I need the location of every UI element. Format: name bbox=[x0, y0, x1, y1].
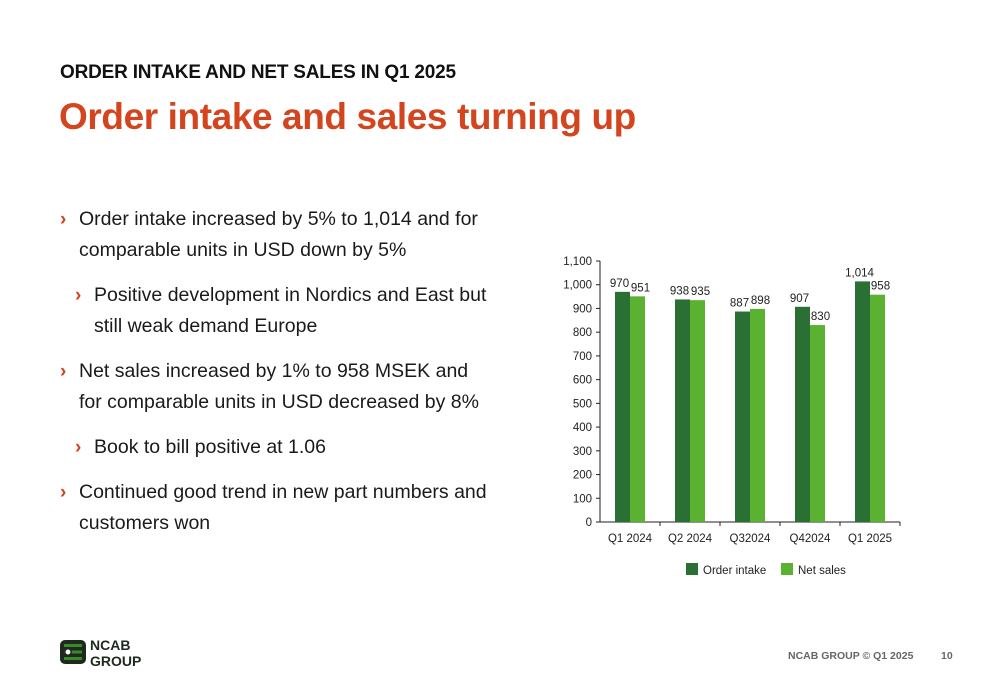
chevron-right-icon: › bbox=[60, 209, 67, 230]
bullet-text: Continued good trend in new part numbers… bbox=[79, 481, 487, 534]
y-tick-label: 1,100 bbox=[563, 256, 592, 268]
page-number: 10 bbox=[941, 650, 953, 662]
data-label: 958 bbox=[871, 281, 890, 293]
y-tick-label: 800 bbox=[573, 327, 592, 339]
data-label: 887 bbox=[730, 298, 749, 310]
x-tick-label: Q1 2025 bbox=[848, 533, 892, 545]
bar-net-sales bbox=[870, 294, 885, 522]
data-label: 907 bbox=[790, 293, 809, 305]
x-tick-label: Q32024 bbox=[730, 533, 772, 545]
bar-net-sales bbox=[750, 308, 765, 522]
chevron-right-icon: › bbox=[75, 437, 82, 458]
data-label: 898 bbox=[751, 295, 770, 307]
y-tick-label: 500 bbox=[573, 398, 592, 410]
bar-order-intake bbox=[795, 306, 810, 522]
y-tick-label: 200 bbox=[573, 470, 592, 482]
x-tick-label: Q42024 bbox=[790, 533, 832, 545]
bar-net-sales bbox=[810, 325, 825, 522]
chart-svg: 0 100 200 300 400 500 600 700 800 900 1,000 1,100 97… bbox=[563, 256, 901, 577]
bullet-text: Net sales increased by 1% to 958 MSEK an… bbox=[79, 360, 479, 413]
slide-title: Order intake and sales turning up bbox=[59, 96, 636, 137]
x-tick-label: Q1 2024 bbox=[608, 533, 653, 545]
y-tick-label: 700 bbox=[573, 351, 592, 363]
data-label: 830 bbox=[811, 311, 830, 323]
bar-order-intake bbox=[735, 311, 750, 522]
chevron-right-icon: › bbox=[75, 285, 82, 306]
y-tick-label: 900 bbox=[573, 303, 592, 315]
y-tick-label: 600 bbox=[573, 375, 592, 387]
y-tick-label: 100 bbox=[573, 493, 592, 505]
bullet-list: › Order intake increased by 5% to 1,014 … bbox=[60, 204, 490, 553]
chevron-right-icon: › bbox=[60, 482, 67, 503]
bullet-item: › Continued good trend in new part numbe… bbox=[60, 477, 490, 539]
bullet-item: › Net sales increased by 1% to 958 MSEK … bbox=[60, 356, 490, 418]
bar-net-sales bbox=[690, 300, 705, 522]
legend-label: Order intake bbox=[703, 565, 766, 577]
x-tick-label: Q2 2024 bbox=[668, 533, 713, 545]
y-tick-label: 400 bbox=[573, 422, 592, 434]
y-tick-label: 0 bbox=[586, 517, 592, 529]
bullet-item: › Order intake increased by 5% to 1,014 … bbox=[60, 204, 490, 266]
y-tick-label: 300 bbox=[573, 446, 592, 458]
data-label: 1,014 bbox=[845, 267, 874, 279]
bar-order-intake bbox=[675, 299, 690, 522]
bullet-text: Book to bill positive at 1.06 bbox=[94, 436, 326, 458]
y-tick-label: 1,000 bbox=[563, 280, 592, 292]
legend-swatch bbox=[781, 563, 793, 575]
data-label: 935 bbox=[691, 286, 710, 298]
data-label: 970 bbox=[610, 278, 629, 290]
bar-order-intake bbox=[615, 291, 630, 522]
logo-text-line1: NCAB bbox=[90, 637, 130, 653]
sub-bullet-item: › Book to bill positive at 1.06 bbox=[75, 432, 490, 463]
legend-label: Net sales bbox=[798, 565, 846, 577]
chevron-right-icon: › bbox=[60, 361, 67, 382]
bar-order-intake bbox=[855, 281, 870, 522]
bar-chart: 0 100 200 300 400 500 600 700 800 900 1,000 1,100 97… bbox=[550, 240, 950, 600]
bullet-text: Order intake increased by 5% to 1,014 an… bbox=[79, 208, 478, 261]
data-label: 951 bbox=[631, 282, 650, 294]
footer-copyright: NCAB GROUP © Q1 2025 bbox=[788, 650, 914, 662]
bar-net-sales bbox=[630, 296, 645, 522]
ncab-logo: NCAB GROUP bbox=[60, 637, 141, 669]
legend-swatch bbox=[686, 563, 698, 575]
logo-text-line2: GROUP bbox=[90, 653, 141, 669]
bullet-text: Positive development in Nordics and East… bbox=[94, 284, 487, 337]
section-kicker: ORDER INTAKE AND NET SALES IN Q1 2025 bbox=[60, 62, 456, 83]
circuit-logo-icon bbox=[60, 640, 86, 664]
data-label: 938 bbox=[670, 285, 689, 297]
sub-bullet-item: › Positive development in Nordics and Ea… bbox=[75, 280, 490, 342]
